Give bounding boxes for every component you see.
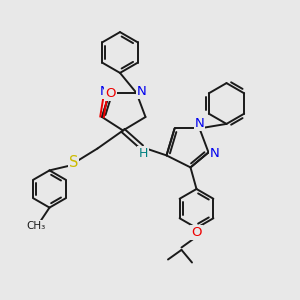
Text: N: N	[137, 85, 146, 98]
Text: N: N	[210, 147, 219, 161]
Text: N: N	[100, 85, 109, 98]
Text: N: N	[195, 116, 204, 130]
Text: S: S	[69, 155, 78, 170]
Text: CH₃: CH₃	[26, 221, 46, 231]
Text: O: O	[105, 86, 116, 100]
Text: H: H	[138, 147, 148, 160]
Text: O: O	[191, 226, 202, 239]
